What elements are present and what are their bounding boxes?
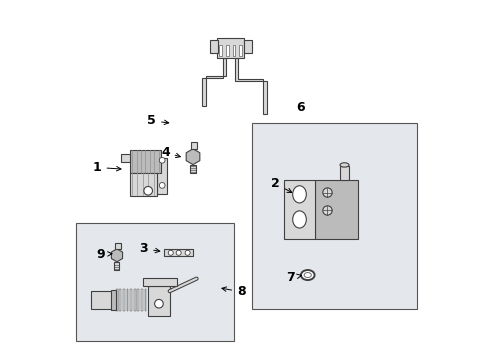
Ellipse shape bbox=[304, 273, 311, 278]
Circle shape bbox=[159, 157, 165, 163]
Ellipse shape bbox=[293, 211, 306, 228]
Polygon shape bbox=[202, 58, 226, 107]
Bar bbox=[137, 289, 139, 311]
Bar bbox=[285, 180, 315, 239]
Bar bbox=[226, 45, 229, 55]
Bar bbox=[157, 158, 167, 194]
Text: 8: 8 bbox=[222, 285, 246, 298]
Ellipse shape bbox=[340, 163, 349, 167]
Bar bbox=[217, 39, 244, 58]
Circle shape bbox=[168, 250, 173, 255]
Bar bbox=[252, 123, 417, 309]
Circle shape bbox=[323, 188, 332, 197]
Bar bbox=[115, 262, 120, 270]
Circle shape bbox=[144, 186, 152, 195]
Circle shape bbox=[159, 183, 165, 188]
Polygon shape bbox=[235, 58, 267, 114]
Bar bbox=[244, 40, 252, 53]
Circle shape bbox=[185, 250, 190, 255]
Text: 2: 2 bbox=[271, 177, 292, 193]
Bar bbox=[141, 289, 143, 311]
Bar bbox=[148, 286, 170, 316]
Bar bbox=[340, 166, 349, 180]
Bar bbox=[233, 45, 235, 55]
Bar bbox=[130, 173, 157, 196]
Circle shape bbox=[176, 250, 181, 255]
Bar bbox=[115, 243, 121, 249]
Bar bbox=[120, 289, 122, 311]
Polygon shape bbox=[111, 249, 122, 262]
Bar bbox=[210, 40, 218, 53]
Bar bbox=[130, 149, 161, 173]
Bar bbox=[91, 291, 112, 309]
Bar bbox=[116, 289, 118, 311]
Bar bbox=[191, 142, 197, 149]
Bar bbox=[164, 249, 193, 256]
Text: 1: 1 bbox=[93, 161, 121, 174]
Bar bbox=[134, 289, 136, 311]
Circle shape bbox=[155, 300, 163, 308]
Bar bbox=[190, 165, 196, 173]
Text: 7: 7 bbox=[287, 271, 301, 284]
Bar bbox=[123, 289, 125, 311]
Text: 3: 3 bbox=[140, 242, 160, 255]
Polygon shape bbox=[186, 149, 200, 165]
Text: 6: 6 bbox=[296, 101, 305, 114]
Text: 9: 9 bbox=[97, 248, 112, 261]
Bar bbox=[111, 290, 116, 310]
Bar bbox=[126, 289, 128, 311]
Bar bbox=[239, 45, 242, 55]
Bar bbox=[143, 278, 177, 286]
Ellipse shape bbox=[293, 186, 306, 203]
Bar bbox=[130, 289, 132, 311]
Text: 5: 5 bbox=[147, 114, 169, 127]
Circle shape bbox=[323, 206, 332, 215]
Bar bbox=[76, 223, 234, 341]
Bar bbox=[145, 289, 147, 311]
Bar bbox=[219, 45, 222, 55]
Bar bbox=[121, 154, 129, 162]
Bar bbox=[315, 180, 358, 239]
Text: 4: 4 bbox=[161, 146, 180, 159]
Ellipse shape bbox=[301, 270, 315, 280]
